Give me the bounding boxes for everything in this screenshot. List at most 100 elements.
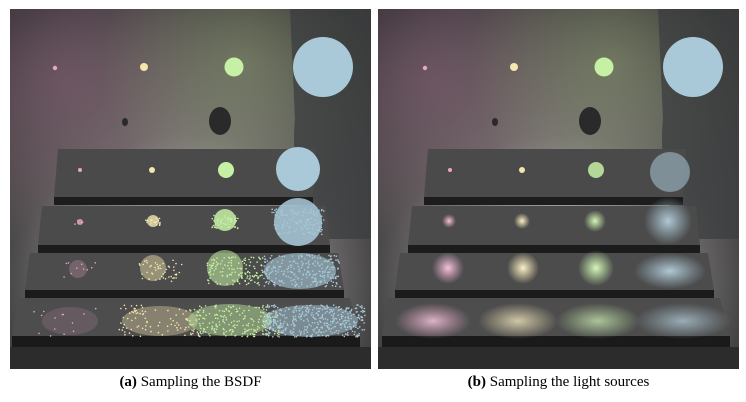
noise-sample — [310, 223, 313, 226]
noise-sample — [307, 227, 310, 229]
noise-sample — [211, 328, 213, 330]
noise-sample — [333, 320, 335, 322]
noise-sample — [328, 259, 330, 261]
noise-sample — [122, 326, 125, 329]
noise-sample — [323, 276, 326, 279]
noise-sample — [232, 283, 234, 286]
noise-sample — [306, 285, 309, 288]
noise-sample — [229, 314, 232, 316]
noise-sample — [189, 310, 192, 312]
noise-sample — [275, 215, 277, 217]
noise-sample — [292, 328, 295, 330]
noise-sample — [292, 216, 295, 218]
noise-sample — [310, 217, 313, 220]
noise-sample — [275, 273, 277, 275]
noise-sample — [247, 282, 250, 285]
noise-sample — [144, 317, 147, 320]
noise-sample — [74, 223, 76, 225]
noise-sample — [249, 333, 252, 336]
noise-sample — [261, 333, 264, 335]
highlight-row-4 — [395, 303, 731, 339]
noise-sample — [269, 257, 272, 259]
noise-sample — [304, 328, 306, 331]
noise-sample — [219, 271, 222, 273]
noise-sample — [350, 317, 353, 320]
noise-sample — [300, 315, 302, 318]
noise-sample — [266, 330, 268, 332]
noise-sample — [275, 323, 278, 326]
noise-sample — [330, 327, 333, 330]
noise-sample — [151, 273, 154, 275]
noise-sample — [156, 263, 158, 266]
noise-sample — [292, 315, 295, 318]
noise-sample — [206, 326, 209, 329]
noise-sample — [131, 319, 133, 322]
noise-sample — [340, 316, 343, 318]
noise-sample — [224, 264, 226, 266]
noise-sample — [72, 330, 75, 333]
noise-sample — [212, 262, 215, 264]
noise-sample — [312, 270, 314, 272]
noise-sample — [219, 315, 222, 317]
noise-sample — [287, 267, 290, 270]
noise-sample — [214, 221, 216, 223]
noise-sample — [277, 268, 280, 271]
noise-sample — [209, 274, 212, 276]
noise-sample — [146, 219, 149, 222]
noise-sample — [157, 265, 159, 268]
noise-sample — [269, 327, 272, 329]
caption-light-sources: (b) Sampling the light sources — [378, 374, 739, 391]
noise-sample — [240, 268, 243, 270]
noise-sample — [329, 276, 332, 279]
noise-sample — [264, 326, 266, 329]
noise-sample — [332, 308, 335, 311]
noise-sample — [318, 330, 321, 332]
noise-sample — [263, 270, 265, 273]
noise-sample — [306, 327, 309, 329]
noise-sample — [170, 280, 173, 283]
noise-sample — [317, 263, 319, 265]
noise-sample — [305, 221, 308, 224]
noise-sample — [275, 313, 277, 315]
noise-sample — [140, 304, 143, 307]
noise-sample — [305, 314, 307, 316]
noise-sample — [83, 313, 85, 315]
noise-sample — [334, 276, 337, 279]
noise-sample — [333, 266, 336, 269]
noise-sample — [266, 260, 269, 262]
noise-sample — [221, 270, 224, 273]
noise-sample — [291, 264, 293, 267]
noise-sample — [326, 308, 328, 310]
noise-sample — [295, 307, 297, 310]
noise-sample — [268, 327, 271, 329]
noise-sample — [300, 283, 303, 286]
noise-sample — [266, 275, 268, 278]
noise-sample — [332, 277, 335, 280]
noise-sample — [321, 331, 323, 333]
noise-sample — [257, 276, 260, 278]
noise-sample — [308, 223, 310, 226]
noise-sample — [284, 333, 287, 336]
noise-sample — [253, 330, 255, 332]
noise-sample — [202, 322, 204, 325]
highlight-row-3 — [432, 250, 706, 289]
noise-sample — [346, 333, 349, 336]
noise-sample — [137, 325, 140, 327]
noise-sample — [298, 313, 301, 315]
noise-sample — [218, 309, 221, 312]
noise-sample — [289, 264, 292, 266]
noise-sample — [258, 284, 260, 286]
noise-sample — [290, 280, 292, 282]
noise-sample — [303, 208, 306, 211]
noise-sample — [268, 315, 271, 317]
noise-sample — [300, 261, 303, 263]
noise-sample — [202, 330, 205, 333]
noise-sample — [160, 267, 162, 270]
noise-sample — [186, 319, 189, 322]
noise-sample — [204, 331, 207, 333]
noise-sample — [307, 261, 310, 264]
noise-sample — [214, 307, 217, 309]
noise-sample — [264, 313, 266, 316]
noise-sample — [213, 269, 215, 272]
noise-sample — [145, 325, 147, 327]
